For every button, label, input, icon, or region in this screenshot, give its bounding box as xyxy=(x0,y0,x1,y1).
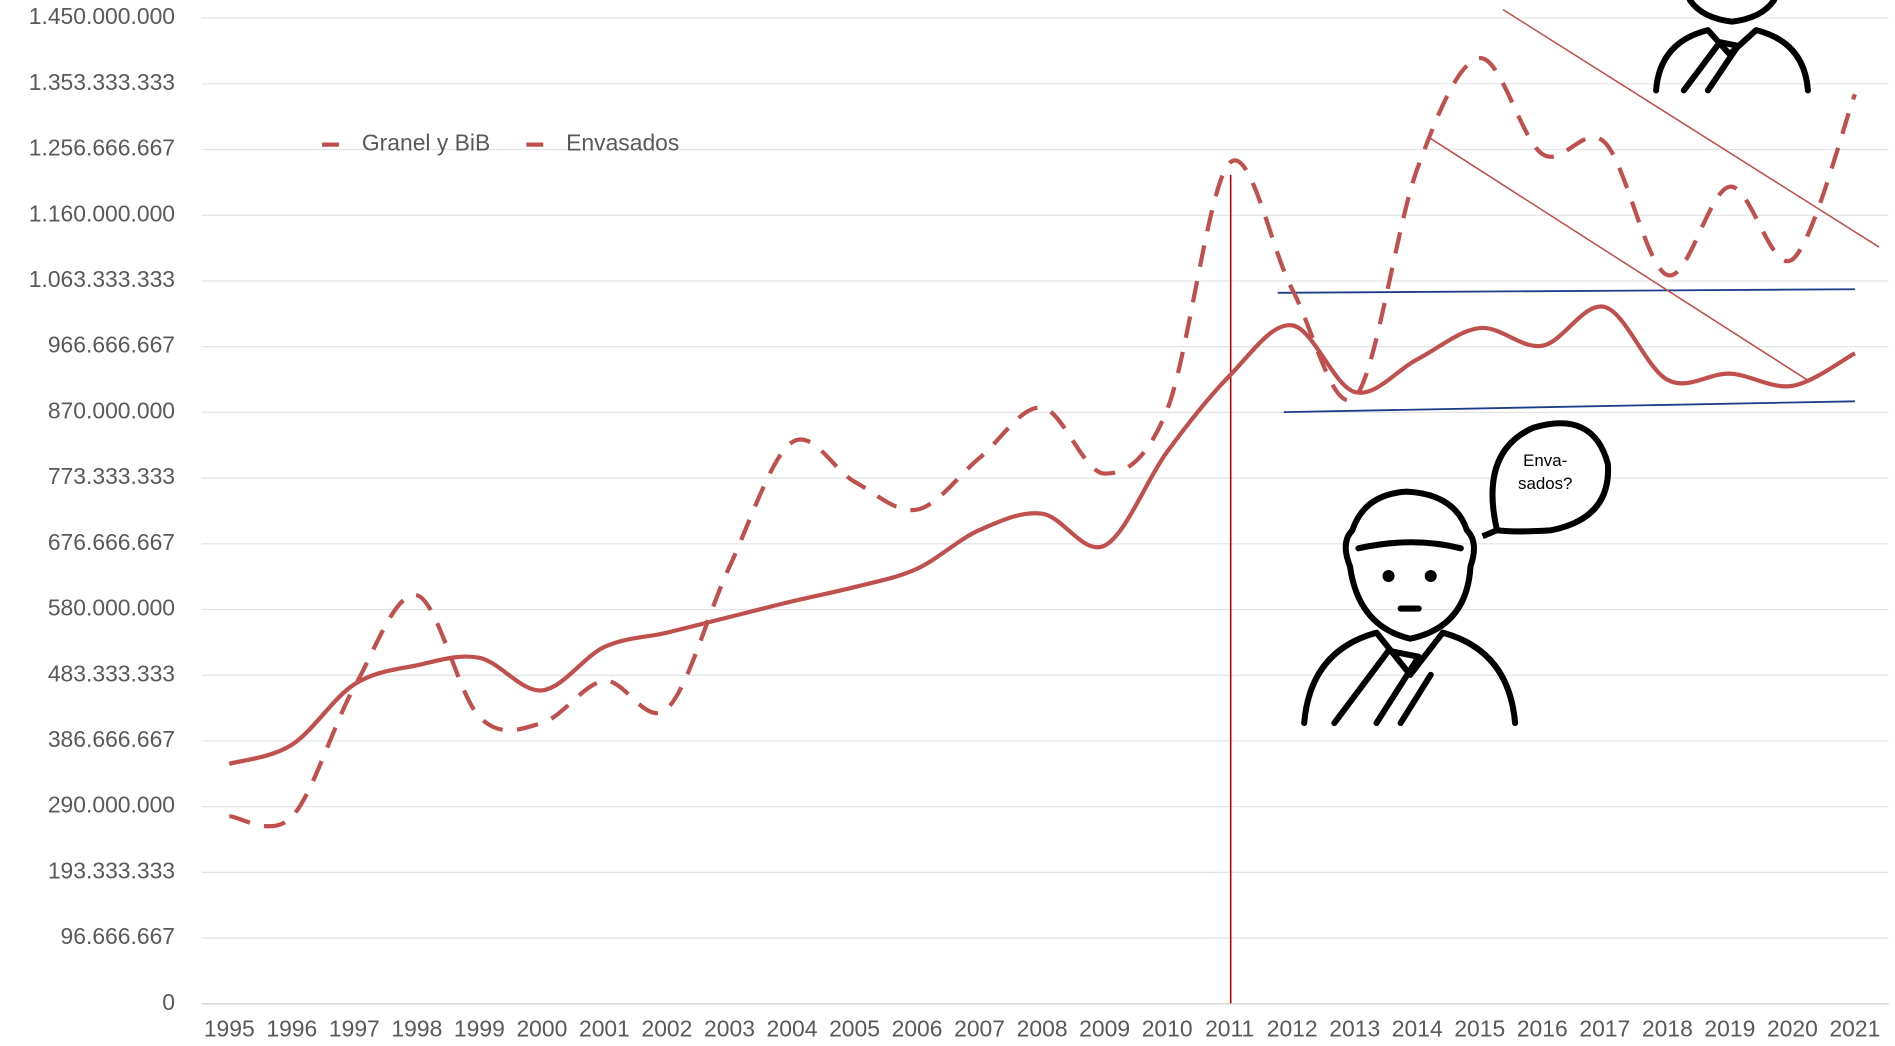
x-tick-label: 2016 xyxy=(1517,1015,1568,1041)
y-tick-label: 1.450.000.000 xyxy=(29,3,175,29)
x-tick-label: 2017 xyxy=(1579,1015,1630,1041)
y-tick-label: 483.333.333 xyxy=(48,660,175,686)
x-tick-label: 2006 xyxy=(892,1015,943,1041)
x-tick-label: 2014 xyxy=(1392,1015,1443,1041)
y-tick-label: 96.666.667 xyxy=(61,923,176,949)
bubble-text: sados? xyxy=(1518,474,1572,493)
x-tick-label: 2005 xyxy=(829,1015,880,1041)
y-tick-label: 1.160.000.000 xyxy=(29,200,175,226)
series-line xyxy=(229,306,1855,763)
x-tick-label: 2021 xyxy=(1829,1015,1880,1041)
x-tick-label: 2018 xyxy=(1642,1015,1693,1041)
y-tick-label: 0 xyxy=(162,989,175,1015)
person-icon xyxy=(1656,0,1808,90)
x-tick-label: 2012 xyxy=(1267,1015,1318,1041)
trend-line xyxy=(1284,401,1855,412)
y-tick-label: 676.666.667 xyxy=(48,529,175,555)
x-tick-label: 2008 xyxy=(1017,1015,1068,1041)
y-tick-label: 1.256.666.667 xyxy=(29,135,175,161)
x-tick-label: 1995 xyxy=(204,1015,255,1041)
x-tick-label: 2001 xyxy=(579,1015,630,1041)
y-tick-label: 580.000.000 xyxy=(48,595,175,621)
series-line xyxy=(229,58,1855,826)
x-tick-label: 2009 xyxy=(1079,1015,1130,1041)
y-tick-label: 870.000.000 xyxy=(48,397,175,423)
bubble-text: Enva- xyxy=(1523,451,1567,470)
y-tick-label: 386.666.667 xyxy=(48,726,175,752)
x-tick-label: 2013 xyxy=(1329,1015,1380,1041)
y-tick-label: 773.333.333 xyxy=(48,463,175,489)
trend-line xyxy=(1278,289,1855,293)
y-tick-label: 1.063.333.333 xyxy=(29,266,175,292)
chart: Enva- sados? 0 96.666.667 193.333.333 290.0… xyxy=(0,0,1895,1046)
y-tick-label: 193.333.333 xyxy=(48,857,175,883)
legend-label: Envasados xyxy=(566,130,679,156)
x-tick-label: 2011 xyxy=(1205,1015,1254,1041)
x-tick-label: 2019 xyxy=(1704,1015,1755,1041)
x-tick-label: 2004 xyxy=(767,1015,818,1041)
person-icon xyxy=(1304,492,1515,723)
y-tick-label: 290.000.000 xyxy=(48,792,175,818)
legend-label: Granel y BiB xyxy=(362,130,490,156)
x-tick-label: 2010 xyxy=(1142,1015,1193,1041)
trend-line xyxy=(1503,10,1879,247)
page: {"chart_data": {"type": "line", "categor… xyxy=(0,0,1895,1046)
x-tick-label: 2007 xyxy=(954,1015,1005,1041)
x-tick-label: 1998 xyxy=(391,1015,442,1041)
x-tick-label: 1996 xyxy=(266,1015,317,1041)
x-tick-label: 2003 xyxy=(704,1015,755,1041)
y-tick-label: 966.666.667 xyxy=(48,332,175,358)
x-tick-label: 1999 xyxy=(454,1015,505,1041)
x-tick-label: 2015 xyxy=(1454,1015,1505,1041)
x-tick-label: 2000 xyxy=(516,1015,567,1041)
x-tick-label: 1997 xyxy=(329,1015,380,1041)
x-tick-label: 2002 xyxy=(642,1015,693,1041)
x-tick-label: 2020 xyxy=(1767,1015,1818,1041)
y-tick-label: 1.353.333.333 xyxy=(29,69,175,95)
trend-line xyxy=(1431,139,1807,380)
